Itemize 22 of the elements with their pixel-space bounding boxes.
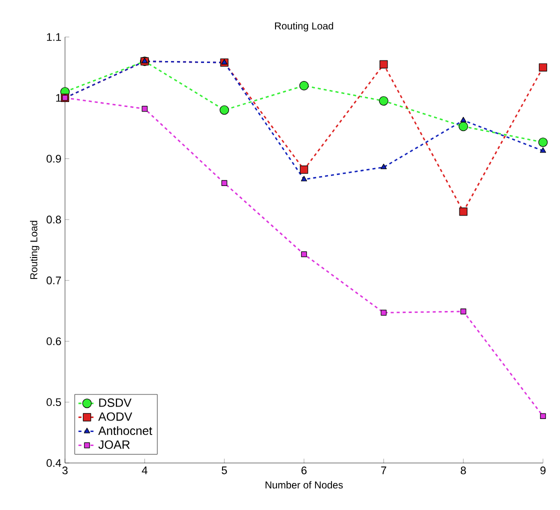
legend-label: AODV [98,412,132,421]
y-tick-label: 0.8 [46,216,61,224]
y-tick-label: 0.9 [46,154,61,163]
x-tick-label: 6 [302,466,307,474]
y-tick-label: 1 [56,94,61,102]
x-tick-label: 4 [142,466,148,474]
x-tick-label: 7 [381,466,386,474]
x-axis-title: Number of Nodes [266,481,343,489]
x-tick-label: 9 [540,466,546,474]
legend-label: JOAR [98,440,130,449]
y-tick-label: 1.1 [47,33,61,41]
chart-title: Routing Load [275,22,334,32]
x-tick-label: 8 [460,466,466,474]
y-tick-label: 0.7 [46,276,61,284]
y-tick-label: 0.4 [46,459,62,467]
legend-label: Anthocnet [98,426,152,435]
x-tick-label: 5 [222,466,227,474]
y-axis-title: Routing Load [30,220,40,279]
x-tick-label: 3 [62,466,68,474]
y-tick-label: 0.5 [46,398,61,406]
y-tick-label: 0.6 [46,337,61,346]
legend-label: DSDV [99,398,132,407]
